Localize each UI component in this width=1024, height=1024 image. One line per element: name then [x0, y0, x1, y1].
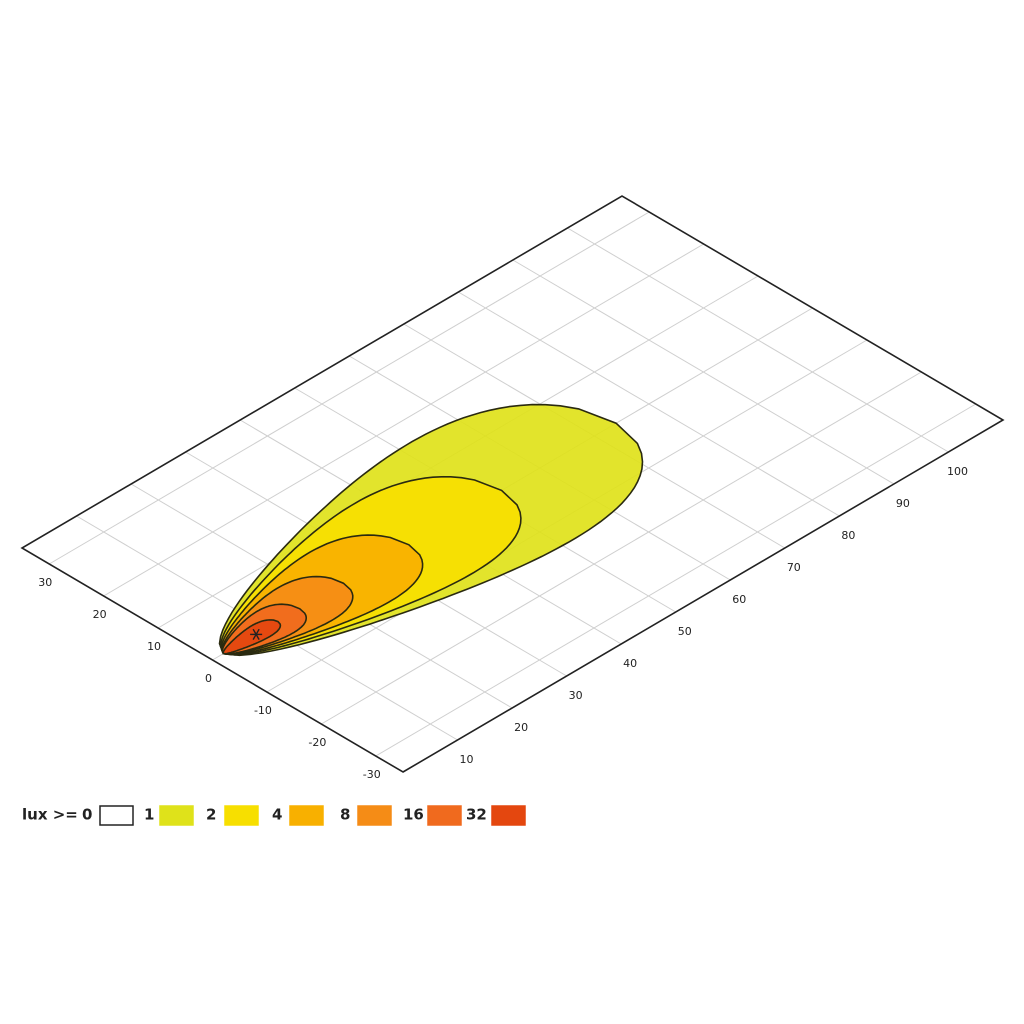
grid-line: [321, 371, 922, 725]
legend-label: 1: [144, 806, 154, 824]
y-tick-label: -10: [254, 704, 272, 717]
legend-label: 32: [466, 806, 487, 824]
y-tick-label: -20: [308, 736, 326, 749]
x-tick-label: 10: [460, 753, 474, 766]
legend-label: 4: [272, 806, 282, 824]
x-tick-label: 40: [623, 657, 637, 670]
legend-swatch: [224, 805, 259, 826]
legend-swatch: [289, 805, 324, 826]
legend-swatch: [99, 805, 134, 826]
y-tick-label: 30: [38, 576, 52, 589]
y-tick-label: -30: [363, 768, 381, 781]
legend-label: 0: [82, 806, 92, 824]
legend-swatch: [427, 805, 462, 826]
grid-line: [103, 243, 704, 597]
x-tick-label: 50: [678, 625, 692, 638]
y-tick-label: 20: [93, 608, 107, 621]
legend-swatch: [357, 805, 392, 826]
legend-label: 8: [340, 806, 350, 824]
legend-swatch: [491, 805, 526, 826]
x-tick-label: 60: [732, 593, 746, 606]
x-tick-label: 80: [841, 529, 855, 542]
legend-label: 2: [206, 806, 216, 824]
legend-title: lux >=: [22, 806, 78, 824]
x-tick-label: 20: [514, 721, 528, 734]
light-source: [252, 628, 260, 640]
y-tick-label: 0: [205, 672, 212, 685]
x-tick-label: 100: [947, 465, 968, 478]
legend-swatch: [159, 805, 194, 826]
grid-line: [375, 403, 977, 757]
x-tick-label: 70: [787, 561, 801, 574]
plot-frame: [20, 195, 1005, 773]
isolux-contour: [222, 619, 282, 655]
y-tick-label: 10: [147, 640, 161, 653]
x-tick-label: 90: [896, 497, 910, 510]
legend-label: 16: [403, 806, 424, 824]
grid-line: [48, 211, 650, 565]
x-tick-label: 30: [569, 689, 583, 702]
